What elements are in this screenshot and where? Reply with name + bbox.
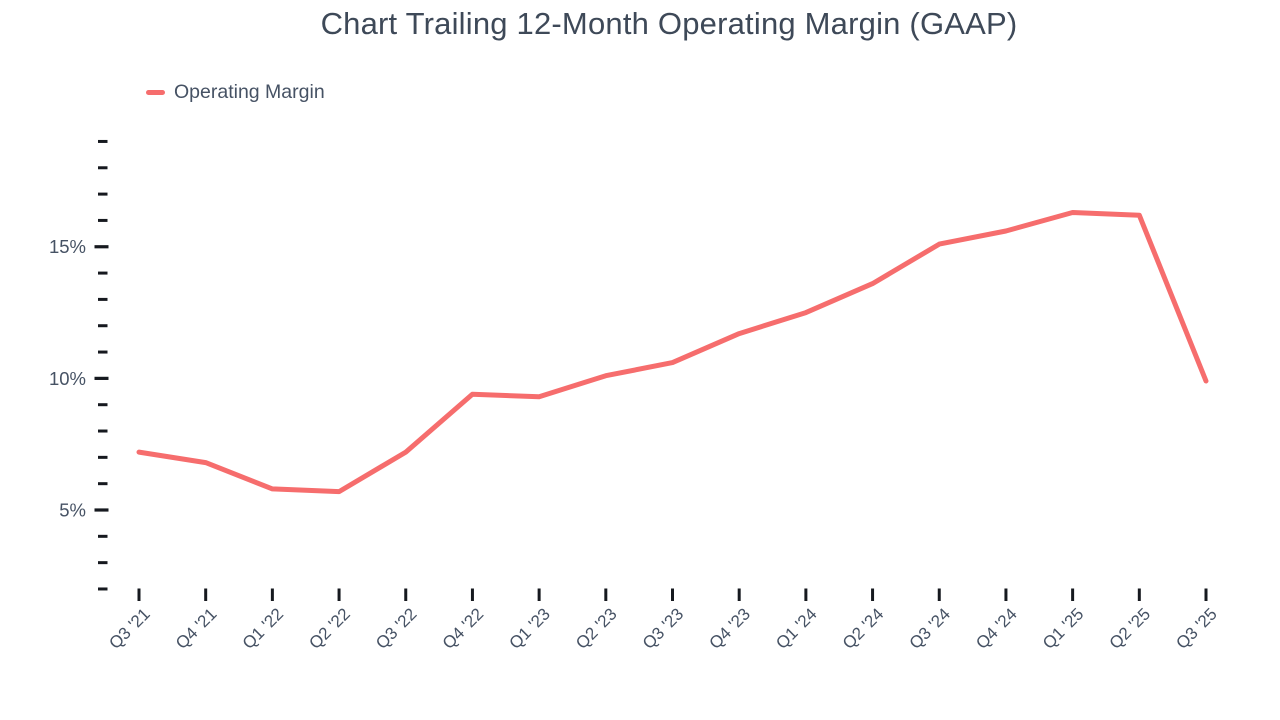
- legend-label-operating-margin: Operating Margin: [174, 80, 325, 103]
- x-axis-tick-label: Q2 '22: [305, 604, 353, 652]
- x-axis-tick-label: Q3 '21: [105, 604, 153, 652]
- x-axis-tick-label: Q1 '23: [505, 604, 553, 652]
- x-axis-tick-label: Q1 '22: [239, 604, 287, 652]
- x-axis-tick-label: Q3 '24: [906, 604, 954, 652]
- x-axis-tick-label: Q3 '23: [639, 604, 687, 652]
- operating-margin-line: [136, 210, 1209, 495]
- y-axis-tick-label: 15%: [49, 236, 86, 257]
- x-axis-tick-label: Q4 '21: [172, 604, 220, 652]
- x-axis-tick-label: Q1 '25: [1039, 604, 1087, 652]
- legend: Operating Margin: [146, 81, 325, 103]
- legend-swatch-operating-margin: [146, 89, 165, 95]
- x-axis-tick-label: Q2 '23: [572, 604, 620, 652]
- x-axis-tick-label: Q4 '22: [439, 604, 487, 652]
- x-axis-tick-label: Q2 '25: [1106, 604, 1154, 652]
- x-axis-tick-label: Q2 '24: [839, 604, 887, 652]
- x-axis-tick-label: Q4 '23: [706, 604, 754, 652]
- y-axis-tick-label: 10%: [49, 368, 86, 389]
- chart-title: Chart Trailing 12-Month Operating Margin…: [320, 6, 1018, 41]
- y-axis-tick-label: 5%: [59, 499, 86, 520]
- x-axis-tick-label: Q3 '25: [1172, 604, 1220, 652]
- x-axis-tick-label: Q3 '22: [372, 604, 420, 652]
- x-axis-tick-label: Q1 '24: [772, 604, 820, 652]
- x-axis-tick-label: Q4 '24: [972, 604, 1020, 652]
